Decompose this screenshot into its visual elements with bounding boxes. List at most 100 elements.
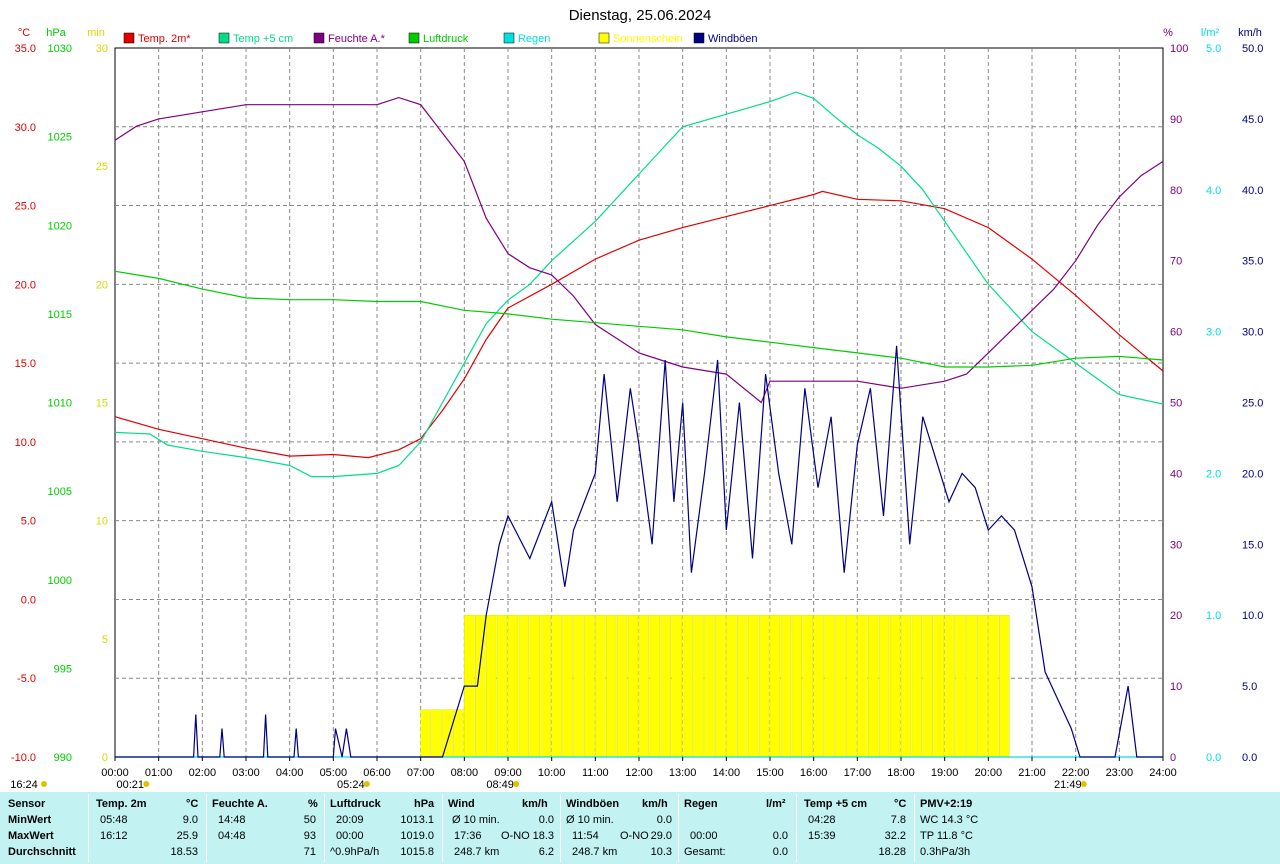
sunshine-bar [868,614,879,758]
sun-icon [363,781,370,787]
pressure-max-value: 1019.0 [400,830,434,842]
column-divider [324,794,325,862]
sunshine-tick-label: 25 [96,161,108,173]
legend-label: Feuchte A.* [328,33,386,45]
sunshine-bar [420,709,431,758]
pressure-tick-label: 995 [54,663,72,675]
x-tick-label: 00:00 [101,767,129,779]
temp2m-max-time: 16:12 [100,830,128,842]
sun-icon [1080,781,1087,787]
temp-tick-label: 10.0 [15,437,36,449]
legend-item: Luftdruck [408,32,469,45]
sunshine-bar [922,614,933,758]
x-tick-label: 09:00 [494,767,522,779]
humidity-tick-label: 80 [1170,185,1182,197]
sunshine-bar [529,614,540,758]
pmv-dewpoint: TP 11.8 °C [920,830,973,842]
temp5cm-min-value: 7.8 [890,814,906,826]
sunshine-bar [999,614,1010,758]
stats-header-pmv: PMV+2:19 [920,798,973,810]
legend-swatch [408,32,420,44]
stats-header-sensor: Sensor [8,798,46,810]
sun-icon [513,781,520,787]
sunshine-bar [824,614,835,758]
rain-max-value: 0.0 [772,830,788,842]
sunshine-bar [649,614,661,758]
x-tick-label: 01:00 [145,767,173,779]
temp-tick-label: 35.0 [15,43,36,55]
rain-unit-label: l/m² [1201,27,1220,39]
sunshine-bar [485,614,497,758]
pressure-min-value: 1013.1 [400,814,434,826]
sunshine-bar [704,614,715,758]
wind-tick-label: 35.0 [1242,256,1263,268]
x-tick-label: 05:00 [320,767,348,779]
sunshine-bar [562,614,573,758]
time-marker-label: 16:24 [10,779,38,791]
column-divider [560,794,561,862]
humidity-max-value: 93 [303,830,316,842]
stats-header-gusts: Windböen [566,798,620,810]
humidity-tick-label: 100 [1170,43,1188,55]
time-marker-label: 21:49 [1054,779,1082,791]
humidity-tick-label: 60 [1170,327,1182,339]
temp-tick-label: 5.0 [21,516,36,528]
sunshine-bar [758,614,770,758]
sunshine-unit-label: min [87,27,105,39]
sunshine-bar [857,614,868,758]
sunshine-bar [791,614,802,758]
temp5cm-max-value: 32.2 [884,830,906,842]
x-tick-label: 04:00 [276,767,304,779]
wind-tick-label: 15.0 [1242,539,1263,551]
sunshine-bars [420,614,1010,758]
rain-tick-label: 2.0 [1206,468,1221,480]
legend-item: Sonnenschein [598,32,683,45]
column-divider [678,794,679,862]
humidity-unit-label: % [1163,27,1173,39]
sunshine-bar [540,614,551,758]
sunshine-bar [802,614,813,758]
temp-2m-line [114,190,1164,459]
sunshine-bar [573,614,584,758]
rain-tick-label: 0.0 [1206,752,1221,764]
stats-row-min: MinWert [8,814,52,826]
legend-item: Feuchte A.* [313,32,386,45]
sunshine-tick-label: 20 [96,279,108,291]
rain-tick-label: 5.0 [1206,43,1221,55]
legend-swatch [313,32,325,44]
wind-tick-label: 10.0 [1242,610,1263,622]
temp-tick-label: 15.0 [15,358,36,370]
sunshine-bar [496,614,508,758]
rain-max-time: 00:00 [690,830,718,842]
sunshine-bar [627,614,639,758]
pressure-tick-label: 1020 [48,220,72,232]
pressure-tick-label: 1005 [48,486,72,498]
stats-unit-wind: km/h [522,798,548,810]
legend-swatch [598,32,610,44]
sunshine-tick-label: 0 [102,752,108,764]
x-tick-label: 18:00 [887,767,915,779]
stats-header-pressure: Luftdruck [330,798,381,810]
sunshine-bar [955,614,966,758]
sunshine-tick-label: 5 [102,634,108,646]
pmv-pressure-trend: 0.3hPa/3h [920,846,971,858]
legend-swatch [218,32,230,44]
temp2m-min-value: 9.0 [182,814,198,826]
sunshine-bar [878,614,890,758]
temp-5cm-line [114,91,1164,478]
sunshine-bar [671,614,682,758]
time-marker-label: 00:21 [117,779,145,791]
temp-tick-label: 20.0 [15,279,36,291]
column-divider [88,794,89,862]
wind-gusts-line [115,345,1163,758]
gusts-min-value: 0.0 [656,814,672,826]
x-tick-label: 12:00 [625,767,653,779]
legend-label: Luftdruck [423,33,469,45]
sun-icon [41,781,47,787]
pressure-tick-label: 1000 [48,575,72,587]
sun-icon [143,781,150,787]
rain-tick-label: 3.0 [1206,327,1221,339]
humidity-tick-label: 50 [1170,398,1182,410]
pressure-min-time: 20:09 [336,814,364,826]
stats-unit-humidity: % [308,798,318,810]
